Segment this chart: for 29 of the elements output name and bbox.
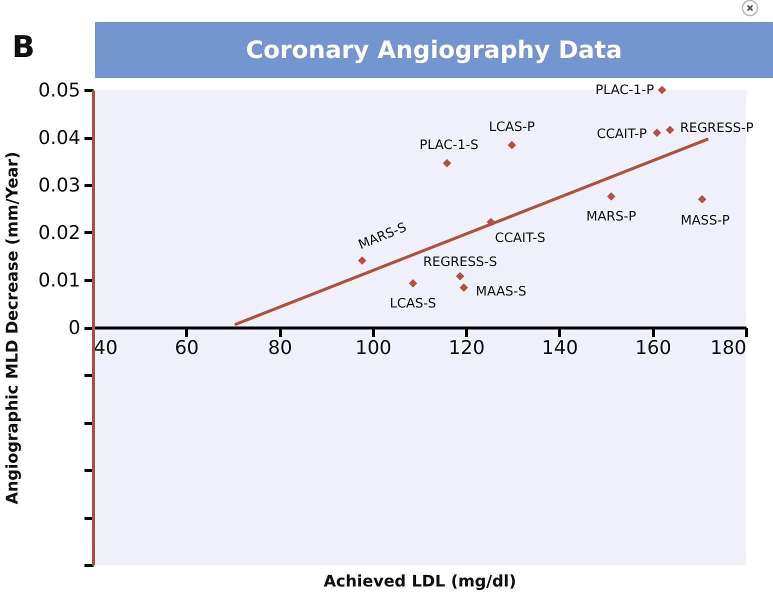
x-tick-label: 120	[448, 337, 485, 359]
y-axis-title: Angiographic MLD Decrease (mm/Year)	[2, 152, 22, 504]
annotation: CCAIT-S	[494, 231, 546, 246]
y-tick-label: 0.05	[38, 80, 80, 102]
y-tick-label: 0.03	[38, 174, 80, 196]
y-tick-label: 0.04	[38, 127, 80, 149]
y-tick-label: 0	[68, 317, 80, 339]
annotation: MAAS-S	[476, 284, 526, 300]
x-axis-title: Achieved LDL (mg/dl)	[324, 572, 516, 590]
text: B	[12, 30, 35, 65]
x-tick-label: 80	[268, 337, 292, 359]
x-tick-label: 60	[174, 337, 199, 359]
annotation: PLAC-1-S	[420, 138, 479, 154]
x-tick-label: 100	[355, 337, 392, 359]
annotation: REGRESS-S	[423, 255, 498, 270]
annotation: MASS-P	[680, 213, 730, 228]
x-tick-label: 140	[542, 337, 578, 359]
y-tick-label: 0.02	[38, 222, 80, 244]
annotation: LCAS-P	[488, 120, 536, 136]
annotation: CCAIT-P	[596, 126, 648, 142]
chart-title: Coronary Angiography Data	[95, 22, 773, 78]
x-tick-label: 40	[94, 337, 118, 359]
annotation: MARS-P	[586, 209, 636, 224]
annotation: PLAC-1-P	[595, 83, 654, 98]
y-tick-label: 0.01	[38, 270, 80, 292]
annotation: REGRESS-P	[680, 120, 754, 136]
annotation: LCAS-S	[390, 296, 436, 312]
x-tick-label: 160	[635, 337, 672, 359]
x-tick-label: 180	[710, 337, 746, 359]
